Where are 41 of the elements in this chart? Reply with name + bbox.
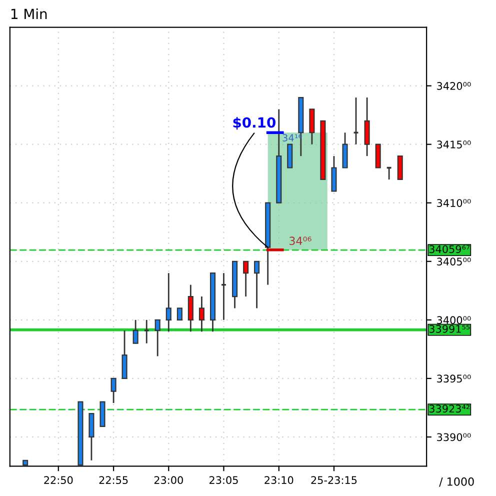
candlestick [364, 96, 370, 157]
x-tick-label: 23:05 [209, 476, 238, 484]
candlestick [198, 296, 204, 332]
annotation: 34⁰⁶ [290, 236, 312, 246]
y-tick-label: 3390⁰⁰ [437, 433, 471, 442]
candlestick [287, 144, 293, 168]
y-tick-label: 3395⁰⁰ [437, 374, 471, 383]
candlestick [243, 260, 249, 298]
ref-line-label: 33991⁵⁵ [429, 324, 470, 333]
candlestick [397, 155, 403, 180]
ref-line-label: 33923⁴² [429, 404, 470, 413]
candlestick [144, 319, 150, 344]
y-tick-label: 3410⁰⁰ [437, 199, 471, 207]
ref-line-label: 34059⁶⁷ [429, 245, 470, 254]
candlestick [154, 319, 160, 357]
candlestick [188, 284, 194, 332]
candlestick [176, 308, 182, 320]
candlestick [132, 319, 138, 344]
x-tick-label: 22:55 [99, 476, 128, 484]
candlestick [386, 166, 392, 180]
text: / 1000 [439, 477, 474, 487]
candlestick [309, 108, 315, 146]
x-tick-label: 23:10 [264, 476, 294, 484]
y-tick-label: 3420⁰⁰ [437, 82, 471, 90]
candlestick [342, 132, 348, 168]
candlestick [122, 330, 128, 380]
candlestick [88, 412, 94, 462]
annotation: $0.10 [233, 116, 276, 130]
x-tick-label: 23:00 [154, 476, 183, 484]
y-tick-label: 3405⁰⁰ [437, 258, 471, 266]
candlestick [220, 272, 227, 321]
candlestick [331, 155, 337, 192]
candlestick [110, 378, 116, 404]
candlestick [375, 144, 381, 168]
chart-title: 1 Min [11, 8, 47, 19]
candlestick [166, 272, 172, 332]
x-tick-label: 25-23:15 [311, 476, 357, 484]
y-tick-label: 3415⁰⁰ [437, 140, 471, 148]
candlestick [254, 260, 260, 309]
y-tick-label: 3400⁰⁰ [437, 316, 471, 324]
x-tick-label: 22:50 [44, 476, 73, 484]
